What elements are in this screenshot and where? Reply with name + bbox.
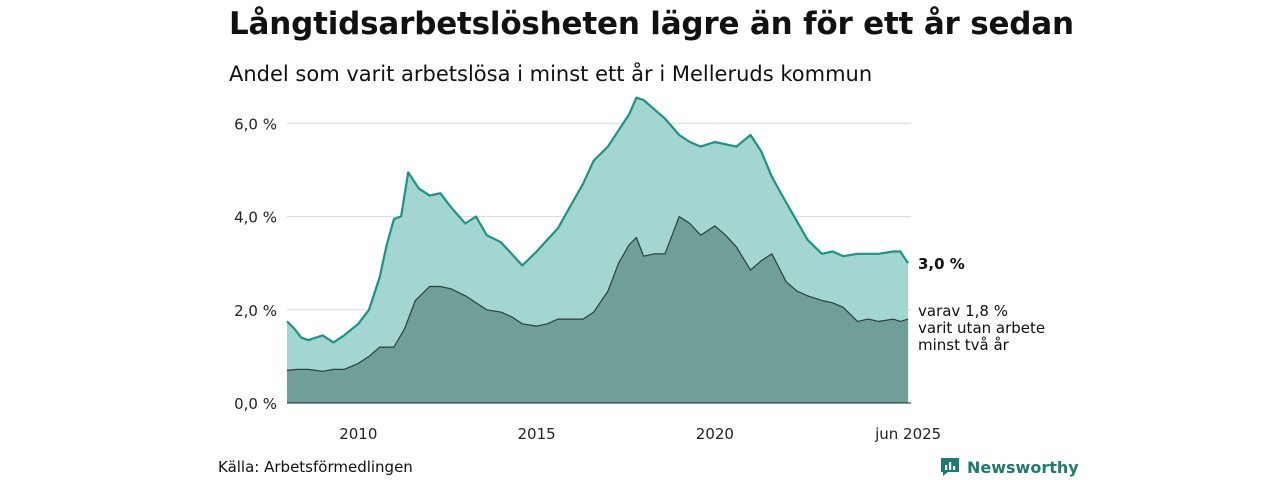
source-note: Källa: Arbetsförmedlingen [218,458,413,476]
series-2-end-label-line: varav 1,8 % [918,302,1008,320]
series-2-end-label-line: minst två år [918,336,1010,354]
series-1-end-label: 3,0 % [918,255,965,273]
series-1-line [286,96,910,344]
x-tick-labels: 2010 2015 2020 jun 2025 [339,425,941,443]
x-tick-label: 2010 [339,425,377,443]
x-tick-label: jun 2025 [874,425,941,443]
chart-subtitle: Andel som varit arbetslösa i minst ett å… [229,62,873,86]
x-tick-label: 2020 [696,425,734,443]
series-2-end-label-line: varit utan arbete [918,319,1045,337]
y-tick-label: 2,0 % [234,302,277,320]
y-tick-label: 0,0 % [234,395,277,413]
series-areas [286,96,910,403]
logo-text: Newsworthy [967,457,1079,477]
y-tick-label: 6,0 % [234,115,277,133]
x-tick-label: 2015 [518,425,556,443]
y-tick-labels: 0,0 % 2,0 % 4,0 % 6,0 % [234,115,277,413]
series-2-area [287,216,909,403]
newsworthy-logo[interactable]: Newsworthy [939,456,1079,478]
series-2-line [286,215,909,372]
chart-title: Långtidsarbetslösheten lägre än för ett … [229,6,1074,42]
newsworthy-logo-icon [941,458,959,476]
y-tick-label: 4,0 % [234,209,277,227]
